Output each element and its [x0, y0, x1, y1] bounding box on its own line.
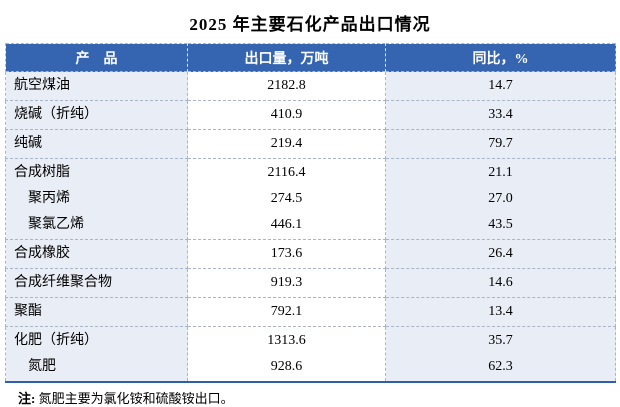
volume-cell: 1313.6 928.6	[187, 326, 386, 383]
volume-value: 1313.6	[267, 333, 306, 348]
product-cell: 合成纤维聚合物	[5, 268, 188, 298]
yoy-cell: 21.1 27.0 43.5	[385, 158, 616, 240]
table-row: 聚酯 792.1 13.4	[5, 297, 616, 327]
volume-value: 919.3	[270, 275, 303, 290]
product-value: 合成纤维聚合物	[14, 275, 112, 290]
product-value: 合成橡胶	[14, 246, 70, 261]
product-cell: 合成橡胶	[5, 239, 188, 269]
volume-cell: 2182.8	[187, 71, 386, 101]
yoy-value: 21.1	[488, 165, 513, 180]
table-row: 合成橡胶 173.6 26.4	[5, 239, 616, 269]
table-row: 烧碱（折纯） 410.9 33.4	[5, 100, 616, 130]
yoy-value: 27.0	[488, 191, 513, 206]
footnote-text: 氮肥主要为氯化铵和硫酸铵出口。	[38, 391, 234, 406]
product-cell: 合成树脂聚丙烯聚氯乙烯	[5, 158, 188, 240]
volume-value: 219.4	[270, 136, 303, 151]
header-export-volume: 出口量，万吨	[187, 43, 386, 72]
product-value: 聚丙烯	[28, 191, 70, 206]
table-row: 合成纤维聚合物 919.3 14.6	[5, 268, 616, 298]
header-product: 产 品	[5, 43, 188, 72]
export-table: 产 品 出口量，万吨 同比，% 航空煤油 2182.8 14.7 烧碱（折纯） 410.…	[5, 43, 616, 383]
footnote-label: 注:	[18, 391, 36, 406]
product-cell: 化肥（折纯） 氮肥	[5, 326, 188, 383]
volume-value: 446.1	[270, 217, 303, 232]
yoy-value: 14.7	[488, 78, 513, 93]
product-value: 聚酯	[14, 304, 42, 319]
yoy-value: 62.3	[488, 359, 513, 374]
table-row: 合成树脂聚丙烯聚氯乙烯 2116.4 274.5 446.1 21.1 27.0 43.5	[5, 158, 616, 240]
volume-value: 274.5	[270, 191, 303, 206]
yoy-cell: 13.4	[385, 297, 616, 327]
product-value: 烧碱（折纯）	[14, 107, 98, 122]
yoy-cell: 33.4	[385, 100, 616, 130]
product-cell: 烧碱（折纯）	[5, 100, 188, 130]
yoy-cell: 26.4	[385, 239, 616, 269]
volume-value: 2116.4	[267, 165, 306, 180]
table-row: 纯碱 219.4 79.7	[5, 129, 616, 159]
product-value: 纯碱	[14, 136, 42, 151]
footnote: 注: 氮肥主要为氯化铵和硫酸铵出口。	[18, 390, 620, 407]
volume-cell: 2116.4 274.5 446.1	[187, 158, 386, 240]
product-cell: 纯碱	[5, 129, 188, 159]
yoy-value: 26.4	[488, 246, 513, 261]
page-title: 2025 年主要石化产品出口情况	[189, 15, 431, 34]
product-value: 氮肥	[28, 359, 56, 374]
product-cell: 航空煤油	[5, 71, 188, 101]
yoy-value: 13.4	[488, 304, 513, 319]
volume-value: 928.6	[270, 359, 303, 374]
product-value: 聚氯乙烯	[28, 217, 84, 232]
volume-cell: 173.6	[187, 239, 386, 269]
volume-value: 410.9	[270, 107, 303, 122]
volume-cell: 792.1	[187, 297, 386, 327]
table-row: 航空煤油 2182.8 14.7	[5, 71, 616, 101]
volume-cell: 919.3	[187, 268, 386, 298]
volume-value: 2182.8	[267, 78, 306, 93]
yoy-value: 35.7	[488, 333, 513, 348]
yoy-cell: 79.7	[385, 129, 616, 159]
product-value: 航空煤油	[14, 78, 70, 93]
volume-value: 792.1	[270, 304, 303, 319]
table-body: 航空煤油 2182.8 14.7 烧碱（折纯） 410.9 33.4 纯碱 219.4 79.7…	[5, 71, 616, 383]
product-cell: 聚酯	[5, 297, 188, 327]
yoy-value: 33.4	[488, 107, 513, 122]
volume-cell: 219.4	[187, 129, 386, 159]
table-row: 化肥（折纯） 氮肥 1313.6 928.6 35.7 62.3	[5, 326, 616, 383]
header-yoy: 同比，%	[385, 43, 616, 72]
yoy-cell: 14.6	[385, 268, 616, 298]
table-header-row: 产 品 出口量，万吨 同比，%	[5, 43, 616, 72]
yoy-value: 43.5	[488, 217, 513, 232]
yoy-value: 14.6	[488, 275, 513, 290]
volume-cell: 410.9	[187, 100, 386, 130]
volume-value: 173.6	[270, 246, 303, 261]
yoy-cell: 14.7	[385, 71, 616, 101]
yoy-value: 79.7	[488, 136, 513, 151]
product-value: 合成树脂	[14, 165, 70, 180]
product-value: 化肥（折纯）	[14, 333, 98, 348]
yoy-cell: 35.7 62.3	[385, 326, 616, 383]
